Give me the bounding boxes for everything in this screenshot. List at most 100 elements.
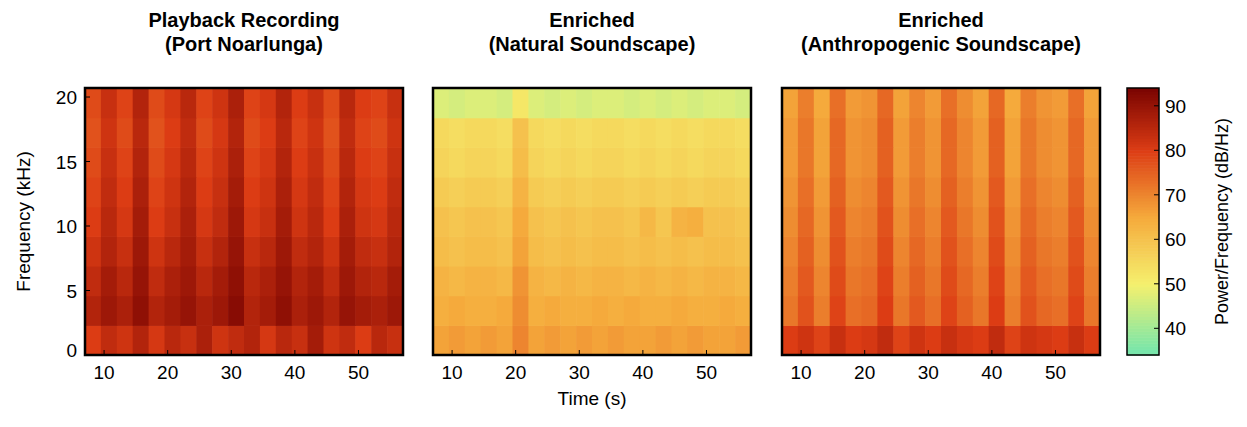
cell bbox=[513, 147, 530, 177]
cell bbox=[101, 207, 118, 237]
x-tick-label: 40 bbox=[981, 362, 1002, 383]
cell bbox=[544, 88, 561, 118]
cell bbox=[276, 207, 293, 237]
cell bbox=[798, 147, 815, 177]
cell bbox=[1068, 177, 1085, 207]
cell bbox=[85, 88, 102, 118]
cell bbox=[339, 88, 356, 118]
cell bbox=[941, 236, 958, 266]
cell bbox=[814, 266, 831, 296]
panel-title: Enriched(Natural Soundscape) bbox=[489, 9, 696, 55]
frame bbox=[433, 88, 751, 355]
cell bbox=[941, 325, 958, 355]
cell bbox=[292, 325, 309, 355]
y-tick bbox=[85, 290, 90, 291]
x-tick-label: 40 bbox=[284, 362, 305, 383]
cell bbox=[133, 147, 150, 177]
colorbar-frame bbox=[1127, 88, 1159, 355]
cell bbox=[1005, 88, 1022, 118]
cell bbox=[862, 236, 879, 266]
cell bbox=[830, 207, 847, 237]
cell bbox=[1068, 207, 1085, 237]
cell bbox=[196, 177, 213, 207]
cell bbox=[576, 325, 593, 355]
cell bbox=[989, 236, 1006, 266]
cell bbox=[165, 118, 182, 148]
cell bbox=[85, 266, 102, 296]
cell bbox=[465, 325, 482, 355]
x-tick bbox=[104, 350, 105, 355]
cell bbox=[592, 177, 609, 207]
cell bbox=[1036, 88, 1053, 118]
cell bbox=[101, 118, 118, 148]
cell bbox=[989, 207, 1006, 237]
y-tick-label: 0 bbox=[66, 340, 77, 361]
cell bbox=[830, 266, 847, 296]
cell bbox=[449, 207, 466, 237]
cell bbox=[465, 266, 482, 296]
cell bbox=[1052, 207, 1069, 237]
cell bbox=[687, 236, 704, 266]
cell bbox=[672, 325, 689, 355]
x-tick bbox=[991, 350, 992, 355]
cell bbox=[925, 147, 942, 177]
cell bbox=[355, 147, 372, 177]
cell bbox=[814, 118, 831, 148]
cell bbox=[846, 118, 863, 148]
cell bbox=[989, 266, 1006, 296]
colorbar-tick bbox=[1154, 283, 1159, 284]
cell bbox=[656, 147, 673, 177]
cell bbox=[260, 325, 277, 355]
panel-title: Enriched(Anthropogenic Soundscape) bbox=[801, 9, 1081, 55]
cell bbox=[1036, 236, 1053, 266]
cell bbox=[672, 207, 689, 237]
cell bbox=[465, 88, 482, 118]
cell bbox=[276, 177, 293, 207]
cell bbox=[355, 236, 372, 266]
cell bbox=[560, 236, 577, 266]
cell bbox=[1084, 207, 1100, 237]
cell bbox=[513, 207, 530, 237]
cell bbox=[544, 266, 561, 296]
cell bbox=[672, 147, 689, 177]
cell bbox=[339, 325, 356, 355]
y-tick bbox=[85, 226, 90, 227]
cell bbox=[544, 325, 561, 355]
cell bbox=[528, 296, 545, 326]
cell bbox=[640, 147, 657, 177]
cell bbox=[862, 207, 879, 237]
cell bbox=[957, 118, 974, 148]
cell bbox=[180, 236, 197, 266]
cell bbox=[101, 236, 118, 266]
cell bbox=[355, 296, 372, 326]
cell bbox=[85, 147, 102, 177]
cell bbox=[703, 207, 720, 237]
cell bbox=[877, 296, 894, 326]
cell bbox=[528, 88, 545, 118]
x-tick-label: 50 bbox=[1045, 362, 1066, 383]
cell bbox=[308, 207, 325, 237]
cell bbox=[433, 177, 450, 207]
cell bbox=[371, 147, 388, 177]
cell bbox=[1021, 177, 1038, 207]
cell bbox=[133, 325, 150, 355]
cell bbox=[449, 88, 466, 118]
x-tick-label: 20 bbox=[157, 362, 178, 383]
cell bbox=[387, 207, 403, 237]
cell bbox=[544, 236, 561, 266]
cell bbox=[101, 296, 118, 326]
cell bbox=[497, 118, 513, 148]
cell bbox=[212, 207, 229, 237]
cell bbox=[133, 266, 150, 296]
colorbar-tick bbox=[1154, 150, 1159, 151]
cell bbox=[592, 266, 609, 296]
cells bbox=[433, 88, 751, 355]
cell bbox=[228, 207, 245, 237]
cell bbox=[244, 266, 261, 296]
cell bbox=[782, 236, 799, 266]
cell bbox=[101, 147, 118, 177]
cell bbox=[957, 147, 974, 177]
cell bbox=[433, 266, 450, 296]
y-axis-title: Frequency (kHz) bbox=[13, 151, 34, 291]
cell bbox=[260, 296, 277, 326]
